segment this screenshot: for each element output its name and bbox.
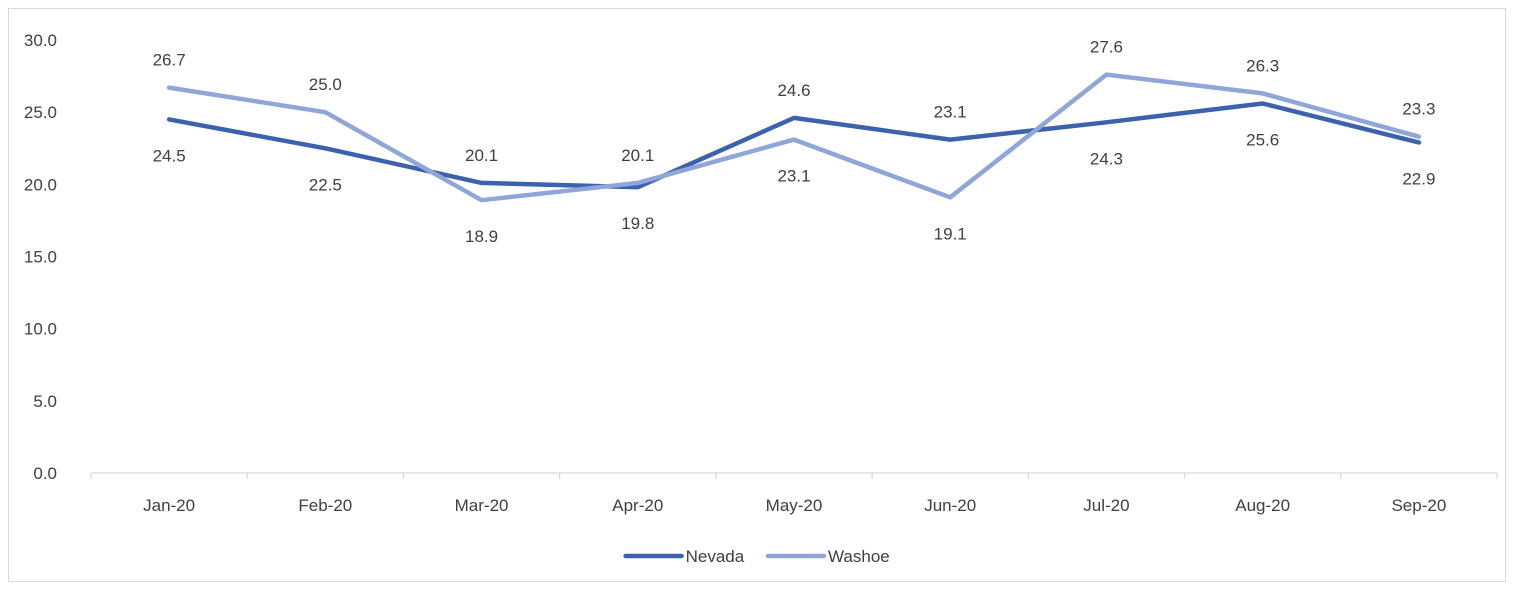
x-tick-label: Jan-20: [143, 496, 195, 515]
data-label-nevada: 22.9: [1402, 169, 1435, 188]
y-tick-label: 0.0: [33, 464, 57, 483]
legend-label-washoe: Washoe: [828, 547, 890, 566]
data-label-washoe: 18.9: [465, 227, 498, 246]
data-label-washoe: 27.6: [1090, 38, 1123, 57]
data-label-washoe: 20.1: [621, 146, 654, 165]
data-label-washoe: 23.3: [1402, 100, 1435, 119]
y-tick-label: 10.0: [24, 320, 57, 339]
data-label-nevada: 19.8: [621, 214, 654, 233]
data-label-nevada: 20.1: [465, 146, 498, 165]
y-tick-label: 25.0: [24, 103, 57, 122]
data-label-washoe: 25.0: [309, 75, 342, 94]
data-label-washoe: 19.1: [934, 224, 967, 243]
data-label-washoe: 26.7: [153, 51, 186, 70]
series-line-nevada: [166, 101, 1422, 190]
x-tick-label: Mar-20: [455, 496, 509, 515]
data-label-washoe: 26.3: [1246, 56, 1279, 75]
data-label-nevada: 23.1: [934, 103, 967, 122]
data-label-nevada: 24.6: [777, 81, 810, 100]
y-tick-label: 20.0: [24, 175, 57, 194]
series-line-washoe: [166, 72, 1422, 203]
data-label-washoe: 23.1: [777, 167, 810, 186]
x-tick-label: Jun-20: [924, 496, 976, 515]
y-tick-label: 30.0: [24, 31, 57, 50]
legend-label-nevada: Nevada: [686, 547, 745, 566]
y-tick-label: 15.0: [24, 248, 57, 267]
x-tick-label: Jul-20: [1083, 496, 1129, 515]
x-tick-label: May-20: [766, 496, 823, 515]
data-label-nevada: 22.5: [309, 175, 342, 194]
x-tick-label: Apr-20: [612, 496, 663, 515]
x-tick-label: Sep-20: [1391, 496, 1446, 515]
y-tick-label: 5.0: [33, 392, 57, 411]
data-label-nevada: 25.6: [1246, 131, 1279, 150]
data-label-nevada: 24.3: [1090, 149, 1123, 168]
x-tick-label: Aug-20: [1235, 496, 1290, 515]
data-label-nevada: 24.5: [153, 146, 186, 165]
x-tick-label: Feb-20: [298, 496, 352, 515]
